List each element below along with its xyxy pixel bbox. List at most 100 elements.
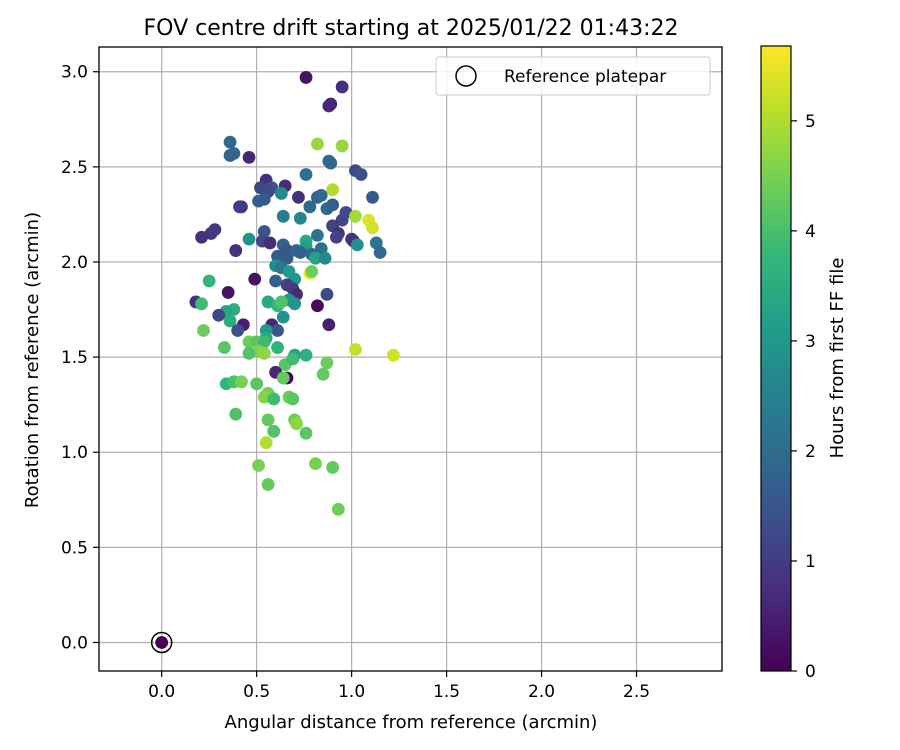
x-tick-label: 2.0 [528,682,555,702]
data-point [309,251,322,265]
data-point [322,318,336,332]
data-point [223,135,237,149]
data-point [252,459,265,472]
chart-title: FOV centre drift starting at 2025/01/22 … [144,16,679,41]
data-point [212,308,226,322]
data-point [320,356,334,370]
colorbar-gradient [760,45,792,672]
data-point [286,392,300,406]
data-point [257,225,271,238]
legend-label: Reference platepar [504,67,666,87]
data-point [276,209,290,223]
colorbar-tick-label: 5 [805,112,816,132]
x-tick-label: 2.5 [623,682,650,702]
x-tick-label: 0.0 [148,682,175,702]
data-point [223,314,237,328]
y-tick-label: 1.0 [61,443,88,463]
data-point [326,461,340,474]
y-tick-label: 3.0 [61,63,88,83]
data-point [221,286,235,299]
data-point [242,232,256,246]
data-point [311,228,324,242]
data-point [229,244,243,257]
data-point [366,221,379,235]
colorbar-tick-label: 1 [805,552,816,572]
data-point [387,348,400,362]
legend: Reference platepar [435,56,711,96]
data-point [309,457,322,471]
data-point [242,346,256,360]
data-point [197,324,210,337]
data-point [326,198,340,212]
reference-platepar-marker [150,631,173,654]
data-point [303,200,317,214]
data-point [257,335,271,349]
data-point [235,200,248,214]
axes: 0.0 0.5 1.0 1.5 2.0 2.5 0.0 0.5 1.0 1.5 2.0 2.5 3.0 [61,46,723,702]
data-point [330,230,343,244]
y-tick-label: 0.0 [61,633,88,653]
data-point [349,209,362,223]
data-point [274,295,288,309]
y-tick-label: 2.0 [61,253,88,273]
data-point [248,272,262,286]
data-point [261,413,275,427]
colorbar: 0 1 2 3 4 5 [760,45,816,682]
data-point [271,249,284,263]
data-point [335,213,349,227]
data-point [324,156,338,170]
data-point [271,324,284,337]
y-tick-label: 0.5 [61,538,88,558]
data-point [269,274,283,288]
colorbar-label: Hours from first FF file [827,258,848,459]
x-tick-label: 0.5 [243,682,270,702]
data-point [286,352,300,366]
data-point [311,137,324,151]
data-point [335,80,349,94]
data-point [202,274,216,288]
y-axis-label: Rotation from reference (arcmin) [22,212,43,508]
reference-point [155,636,169,649]
data-point [331,502,345,516]
colorbar-tick-label: 4 [805,222,816,242]
data-point [263,236,277,250]
data-point [267,392,281,406]
data-point [267,424,281,438]
data-point [257,192,271,206]
colorbar-tick-label: 2 [805,442,816,462]
colorbar-tick-label: 3 [805,332,816,352]
data-point [257,390,271,404]
data-point [299,426,313,440]
data-point [261,478,275,491]
data-point [326,183,340,197]
data-point [242,150,256,164]
data-point [373,246,387,259]
x-tick-label: 1.5 [433,682,460,702]
data-point [274,187,288,200]
data-point [280,251,294,265]
data-point [223,149,237,162]
data-point [366,190,379,204]
data-point [305,265,319,278]
data-point [316,367,330,381]
y-tick-label: 2.5 [61,158,88,178]
data-point [276,310,290,324]
data-point [290,417,303,431]
data-point [299,348,313,362]
data-point [311,299,324,313]
grid [99,47,722,671]
data-point [318,251,332,265]
data-point [195,230,208,244]
data-point [299,168,313,181]
data-points [150,71,400,654]
x-axis-label: Angular distance from reference (arcmin) [225,712,598,733]
data-point [299,71,313,84]
legend-box [435,56,711,96]
data-point [335,139,349,153]
data-point [271,341,284,354]
data-point [322,99,336,113]
data-point [257,346,271,360]
data-point [349,343,362,356]
data-point [195,297,208,311]
